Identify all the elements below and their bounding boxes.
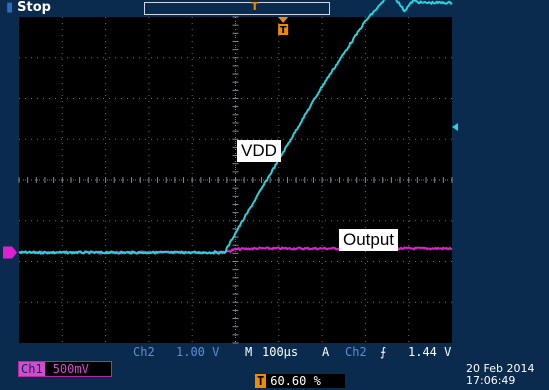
trigger-time-label: T <box>280 25 287 36</box>
record-window-bar <box>144 2 330 15</box>
ch1-scale-badge: Ch1 500mV <box>18 361 112 377</box>
trigger-level-marker <box>452 123 458 132</box>
annotation-output: Output <box>339 229 399 251</box>
timebase: 100µs <box>262 345 299 359</box>
trigger-time-arrow <box>278 17 289 23</box>
trigger-mode: A <box>322 345 330 359</box>
ch1-scale: 500mV <box>52 362 89 376</box>
ch1-ground-marker <box>3 246 17 259</box>
date: 20 Feb 2014 <box>466 362 535 375</box>
trigger-slope-icon: ⨍ <box>380 345 387 359</box>
trigger-level: 1.44 V <box>408 345 452 359</box>
acquisition-state: ▮ Stop <box>6 0 51 15</box>
ch2-label: Ch2 <box>133 345 155 359</box>
trigger-icon: T <box>255 374 267 388</box>
ch1-tag: Ch1 <box>19 362 45 376</box>
trigger-source: Ch2 <box>345 345 367 359</box>
graticule <box>18 16 453 344</box>
markers: T <box>3 17 458 259</box>
datetime: 20 Feb 2014 17:06:49 <box>466 363 534 387</box>
annotation-vdd: VDD <box>237 140 281 162</box>
acquisition-state-text: Stop <box>17 0 51 15</box>
trigger-position-marker: T <box>251 0 259 13</box>
series-line-vdd <box>18 0 453 255</box>
trigger-position-readout: T 60.60 % <box>255 374 345 388</box>
trigger-position-value: 60.60 % <box>270 374 321 388</box>
time: 17:06:49 <box>466 374 516 387</box>
timebase-prefix: M <box>245 345 253 359</box>
trigger-time-box <box>278 24 289 35</box>
top-status-bar: ▮ Stop T <box>0 0 549 17</box>
ch2-scale: 1.00 V <box>176 345 220 359</box>
